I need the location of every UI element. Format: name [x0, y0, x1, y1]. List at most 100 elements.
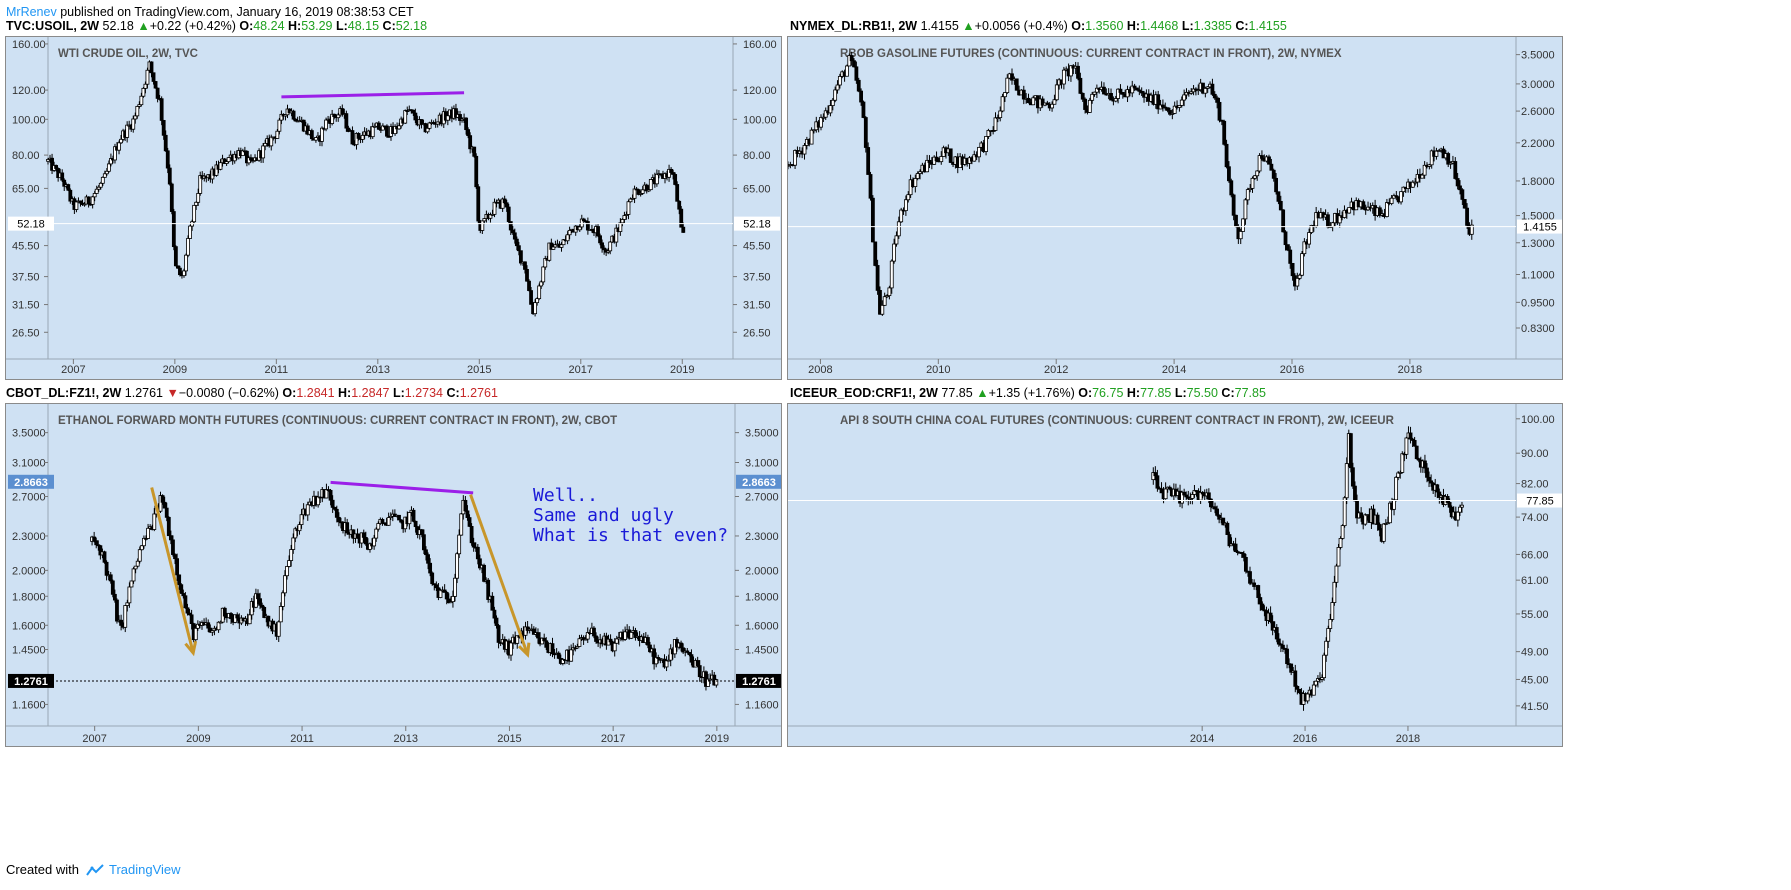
ohlc-key-o: O:: [282, 386, 297, 400]
candle-body: [119, 619, 124, 626]
trend-arrow[interactable]: [150, 487, 195, 654]
candle-body: [654, 173, 659, 185]
candle-body: [1289, 663, 1294, 673]
candle-body: [1293, 670, 1298, 687]
chart-panel-rbob[interactable]: RBOB GASOLINE FUTURES (CONTINUOUS: CURRE…: [787, 36, 1563, 380]
chart-panel-coal[interactable]: API 8 SOUTH CHINA COAL FUTURES (CONTINUO…: [787, 403, 1563, 747]
candle-body: [206, 622, 211, 629]
candle-body: [689, 654, 694, 663]
candle-body: [1040, 98, 1045, 106]
candle-body: [162, 501, 167, 509]
candle-body: [1215, 97, 1220, 103]
candle-body: [1348, 433, 1353, 469]
candle-body: [1139, 90, 1144, 94]
candle-body: [993, 117, 998, 131]
trendline[interactable]: [281, 91, 465, 99]
chart-canvas[interactable]: WTI CRUDE OIL, 2W, TVC 160.00 160.00 120.00…: [6, 37, 781, 379]
candle-body: [1422, 164, 1427, 176]
ohlc-value-h: 53.29: [301, 19, 333, 33]
candle-body: [1257, 155, 1262, 172]
candle-body: [423, 123, 428, 133]
candle-body: [218, 621, 223, 624]
chart-canvas[interactable]: ETHANOL FORWARD MONTH FUTURES (CONTINUOU…: [6, 404, 781, 746]
candle-body: [380, 125, 385, 131]
chart-panel-wti[interactable]: WTI CRUDE OIL, 2W, TVC 160.00 160.00 120.00…: [5, 36, 782, 380]
candle-body: [1255, 170, 1260, 177]
candle-body: [1186, 496, 1191, 499]
candle-body: [1302, 241, 1307, 255]
candle-body: [1078, 77, 1083, 94]
y-tick-label: 2.7000: [12, 491, 46, 503]
candle-body: [480, 220, 485, 231]
candle-body: [1021, 89, 1026, 100]
candle-body: [1170, 112, 1175, 115]
ohlc-value-o: 76.75: [1092, 386, 1124, 400]
candle-body: [216, 621, 221, 631]
tradingview-link[interactable]: TradingView: [109, 862, 181, 877]
candle-body: [474, 155, 479, 188]
candle-body: [1285, 648, 1289, 665]
candle-body: [385, 125, 389, 137]
candle-body: [652, 648, 657, 665]
candle-body: [123, 605, 128, 628]
candle-body: [177, 574, 182, 586]
chart-title: API 8 SOUTH CHINA COAL FUTURES (CONTINUO…: [840, 415, 1395, 427]
trend-arrow[interactable]: [469, 494, 530, 656]
candle-body: [188, 225, 192, 239]
x-tick-label: 2010: [926, 364, 950, 376]
candle-body: [561, 239, 566, 246]
candle-body: [539, 281, 544, 287]
candle-body: [1381, 523, 1386, 542]
candle-body: [129, 580, 134, 588]
candle-body: [92, 193, 97, 198]
candle-body: [585, 221, 590, 231]
candle-body: [458, 114, 462, 121]
y-tick-label: 1.8000: [12, 591, 46, 603]
candle-body: [612, 642, 617, 652]
candle-body: [1102, 86, 1106, 95]
candle-body: [86, 196, 91, 205]
candle-body: [490, 595, 495, 611]
candle-body: [1252, 175, 1257, 179]
candle-body: [434, 584, 439, 589]
candle-body: [262, 606, 267, 618]
candle-body: [1243, 557, 1248, 572]
candle-body: [1238, 231, 1243, 240]
candle-body: [1420, 174, 1425, 179]
trendline[interactable]: [330, 480, 474, 495]
candle-body: [276, 621, 281, 637]
annotation-text[interactable]: Well.. Same and ugly What is that even?: [533, 486, 728, 546]
candle-body: [316, 496, 321, 506]
y-tick-label: 26.50: [12, 327, 40, 339]
chart-canvas[interactable]: RBOB GASOLINE FUTURES (CONTINUOUS: CURRE…: [788, 37, 1562, 379]
candle-body: [948, 148, 953, 163]
y-tick-label: 37.50: [12, 272, 40, 284]
y-tick-label: 1.4500: [12, 644, 46, 656]
candle-body: [472, 146, 477, 157]
candle-body: [833, 89, 838, 101]
candle-body: [1200, 492, 1205, 495]
candle-body: [1435, 484, 1440, 493]
last-price-label-right-bg: [736, 673, 781, 688]
candle-body: [1161, 104, 1165, 108]
y-tick-label: 2.3000: [12, 531, 46, 543]
candle-body: [581, 218, 586, 222]
chart-canvas[interactable]: API 8 SOUTH CHINA COAL FUTURES (CONTINUO…: [788, 404, 1562, 746]
symbol-header: NYMEX_DL:RB1!, 2W 1.4155 ▲+0.0056 (+0.4%…: [790, 19, 1287, 33]
candle-body: [82, 203, 87, 206]
candle-body: [812, 129, 816, 132]
candle-body: [1385, 522, 1390, 525]
chart-panel-ethanol[interactable]: ETHANOL FORWARD MONTH FUTURES (CONTINUOU…: [5, 403, 782, 747]
y-tick-label: 55.00: [1521, 609, 1549, 621]
candle-body: [195, 623, 200, 629]
y-tick-label: 31.50: [743, 300, 771, 312]
candle-body: [155, 87, 160, 99]
candle-body: [1196, 89, 1201, 92]
candle-body: [488, 214, 493, 219]
author-link[interactable]: MrRenev: [6, 5, 57, 19]
candle-body: [500, 198, 505, 209]
y-tick-label: 120.00: [743, 85, 777, 97]
candle-body: [165, 150, 170, 169]
x-tick-label: 2008: [808, 364, 832, 376]
candle-body: [1425, 467, 1429, 478]
